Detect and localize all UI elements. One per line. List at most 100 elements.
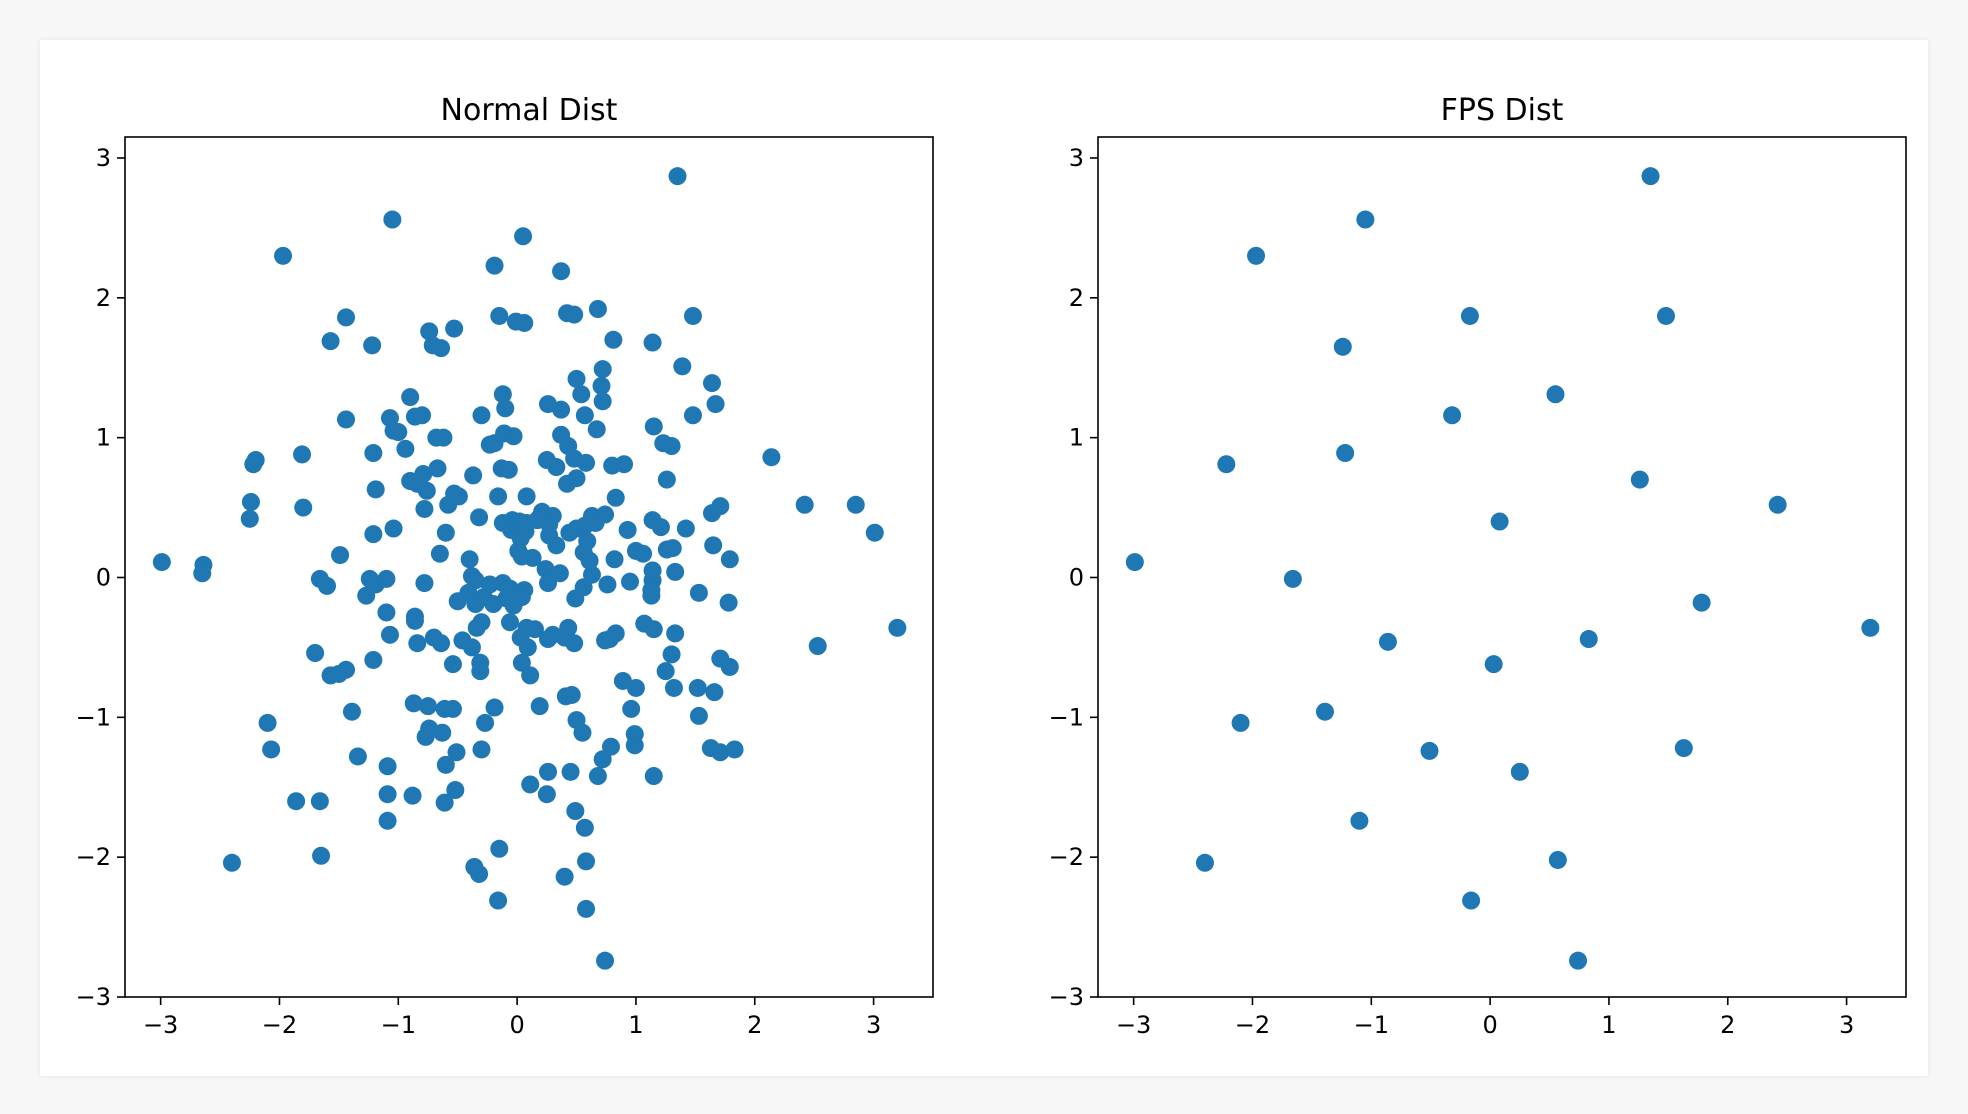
scatter-point	[702, 374, 721, 393]
y-tick-label: −1	[1049, 703, 1084, 731]
scatter-point	[644, 417, 663, 436]
scatter-point	[470, 508, 489, 527]
scatter-point	[683, 406, 702, 425]
axes-frame	[124, 136, 934, 998]
scatter-point	[888, 618, 907, 637]
scatter-point	[1350, 811, 1369, 830]
x-tick-label: −1	[1354, 1011, 1389, 1039]
scatter-point	[241, 492, 260, 511]
scatter-point	[662, 437, 681, 456]
scatter-point	[331, 546, 350, 565]
y-tick-label: −3	[76, 983, 111, 1011]
scatter-point	[625, 736, 644, 755]
scatter-point	[575, 406, 594, 425]
scatter-point	[666, 624, 685, 643]
scatter-point	[1283, 569, 1302, 588]
scatter-point	[274, 246, 293, 265]
scatter-point	[657, 470, 676, 489]
scatter-point	[436, 523, 455, 542]
scatter-point	[364, 525, 383, 544]
scatter-point	[471, 662, 490, 681]
scatter-point	[593, 750, 612, 769]
scatter-point	[562, 685, 581, 704]
scatter-point	[222, 853, 241, 872]
figure: Normal Dist −3 −2 −1 0 1 2 3 −3 −2 −1 0 1 2 3 FPS Dist −…	[40, 40, 1928, 1076]
scatter-point	[1569, 951, 1588, 970]
scatter-point	[663, 539, 682, 558]
y-tick-label: −2	[76, 843, 111, 871]
scatter-point	[193, 564, 212, 583]
scatter-point	[588, 767, 607, 786]
scatter-point	[530, 697, 549, 716]
scatter-point	[466, 595, 485, 614]
scatter-point	[384, 421, 403, 440]
y-tick-label: −1	[76, 703, 111, 731]
scatter-point	[447, 743, 466, 762]
scatter-point	[547, 536, 566, 555]
scatter-point	[725, 740, 744, 759]
scatter-point	[258, 713, 277, 732]
scatter-point	[593, 392, 612, 411]
y-tick-label: 3	[1069, 144, 1084, 172]
x-tick-label: 3	[1839, 1011, 1854, 1039]
scatter-point	[521, 775, 540, 794]
scatter-point	[514, 227, 533, 246]
scatter-point	[558, 474, 577, 493]
scatter-point	[443, 699, 462, 718]
scatter-point	[689, 583, 708, 602]
scatter-point	[539, 574, 558, 593]
scatter-point	[552, 400, 571, 419]
scatter-point	[1768, 495, 1787, 514]
scatter-point	[688, 678, 707, 697]
scatter-point	[676, 519, 695, 538]
scatter-point	[1641, 167, 1660, 186]
scatter-point	[644, 767, 663, 786]
scatter-point	[446, 781, 465, 800]
scatter-point	[1217, 455, 1236, 474]
chart-figure-svg: Normal Dist −3 −2 −1 0 1 2 3 −3 −2 −1 0 1 2 3 FPS Dist −…	[76, 93, 1907, 1039]
scatter-point	[566, 802, 585, 821]
scatter-point	[378, 785, 397, 804]
scatter-point	[366, 480, 385, 499]
scatter-point	[413, 406, 432, 425]
scatter-point	[377, 569, 396, 588]
scatter-point	[428, 459, 447, 478]
scatter-point	[416, 727, 435, 746]
scatter-point	[485, 698, 504, 717]
scatter-point	[666, 562, 685, 581]
axes-frame	[1097, 136, 1907, 998]
scatter-point	[644, 620, 663, 639]
scatter-point	[577, 453, 596, 472]
scatter-point	[1510, 762, 1529, 781]
scatter-point	[1630, 470, 1649, 489]
scatter-point	[464, 466, 483, 485]
scatter-point	[467, 618, 486, 637]
scatter-point	[306, 644, 325, 662]
scatter-point	[435, 793, 454, 812]
scatter-point	[342, 702, 361, 721]
scatter-point	[642, 586, 661, 605]
scatter-point	[704, 536, 723, 555]
scatter-point	[511, 529, 530, 548]
y-tick-label: −3	[1049, 983, 1084, 1011]
scatter-point	[515, 313, 534, 332]
scatter-point	[683, 306, 702, 325]
scatter-point	[550, 564, 569, 583]
scatter-point	[1195, 853, 1214, 872]
scatter-point	[493, 385, 512, 404]
scatter-point	[795, 495, 814, 514]
y-tick-label: 3	[96, 144, 111, 172]
scatter-point	[348, 747, 367, 766]
x-tick-label: 1	[628, 1011, 643, 1039]
scatter-point	[634, 544, 653, 563]
scatter-point	[485, 256, 504, 275]
scatter-point	[615, 455, 634, 474]
scatter-point	[1247, 246, 1266, 265]
scatter-point	[618, 520, 637, 539]
y-tick-label: 0	[1069, 563, 1084, 591]
x-tick-label: 2	[1720, 1011, 1735, 1039]
scatter-point	[377, 603, 396, 622]
scatter-point	[525, 620, 544, 639]
scatter-point	[1546, 385, 1565, 404]
scatter-point	[310, 792, 329, 811]
